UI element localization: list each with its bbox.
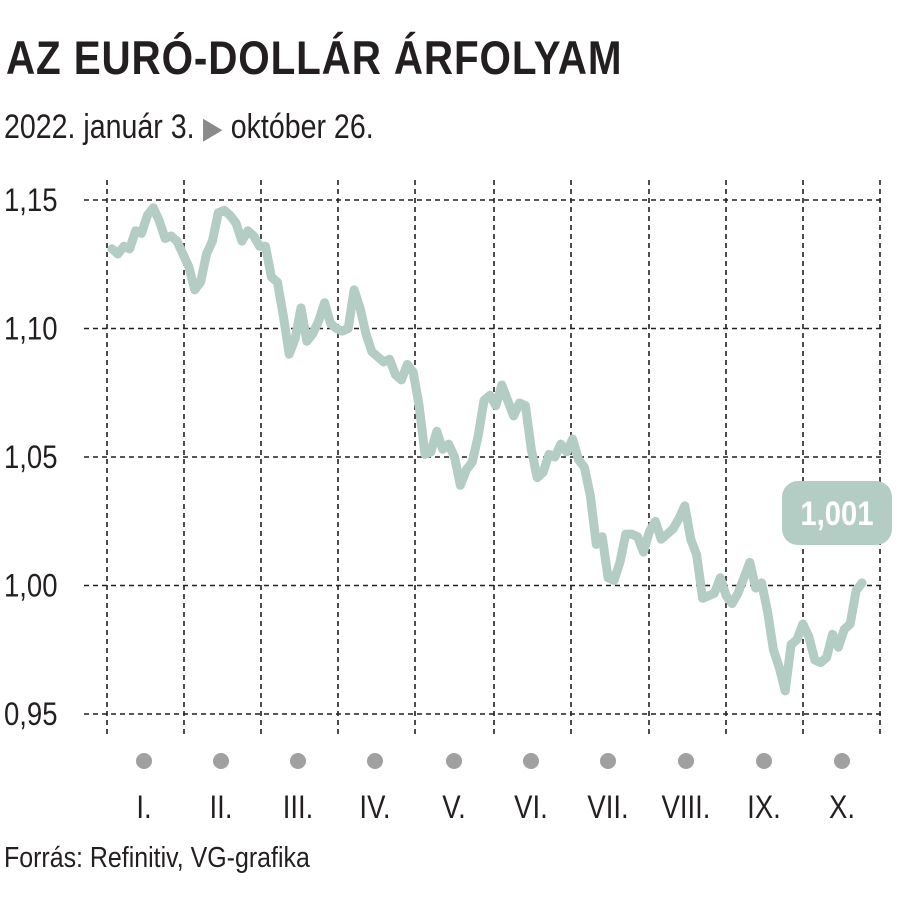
y-tick-label: 1,05 xyxy=(4,440,58,475)
x-tick-label: VIII. xyxy=(662,790,711,825)
y-tick-label: 1,15 xyxy=(4,183,58,218)
x-tick-label: III. xyxy=(283,790,314,825)
month-dot xyxy=(523,753,539,769)
date-from: 2022. január 3. xyxy=(4,108,195,146)
x-tick-label: I. xyxy=(136,790,151,825)
month-dot xyxy=(290,753,306,769)
month-dot xyxy=(367,753,383,769)
callout-box xyxy=(782,481,892,545)
callout-value: 1,001 xyxy=(800,494,873,533)
month-dot xyxy=(600,753,616,769)
month-dot xyxy=(446,753,462,769)
x-tick-label: X. xyxy=(829,790,855,825)
y-tick-label: 1,00 xyxy=(4,569,58,604)
y-axis-labels: 0,95 1,00 1,05 1,10 1,15 xyxy=(4,183,58,732)
source-note: Forrás: Refinitiv, VG-grafika xyxy=(4,842,310,874)
month-dot xyxy=(756,753,772,769)
date-to: október 26. xyxy=(230,108,374,146)
month-dot xyxy=(136,753,152,769)
x-tick-label: V. xyxy=(442,790,465,825)
x-tick-label: VII. xyxy=(587,790,628,825)
date-range: 2022. január 3. ▶ október 26. xyxy=(4,108,374,147)
month-dot xyxy=(834,753,850,769)
eur-usd-line xyxy=(107,203,867,696)
y-tick-label: 0,95 xyxy=(4,697,58,732)
x-tick-label: II. xyxy=(210,790,233,825)
x-axis-months: I. II. III. IV. V. VI. VII. VIII. IX. X. xyxy=(136,753,855,826)
play-arrow-icon: ▶ xyxy=(202,112,223,145)
grid xyxy=(84,180,885,734)
month-dot xyxy=(213,753,229,769)
chart-title: AZ EURÓ-DOLLÁR ÁRFOLYAM xyxy=(6,31,623,84)
month-dot xyxy=(678,753,694,769)
x-tick-label: IX. xyxy=(747,790,781,825)
last-value-callout: 1,001 xyxy=(782,481,892,545)
y-tick-label: 1,10 xyxy=(4,312,58,347)
x-tick-label: IV. xyxy=(359,790,390,825)
x-tick-label: VI. xyxy=(514,790,548,825)
